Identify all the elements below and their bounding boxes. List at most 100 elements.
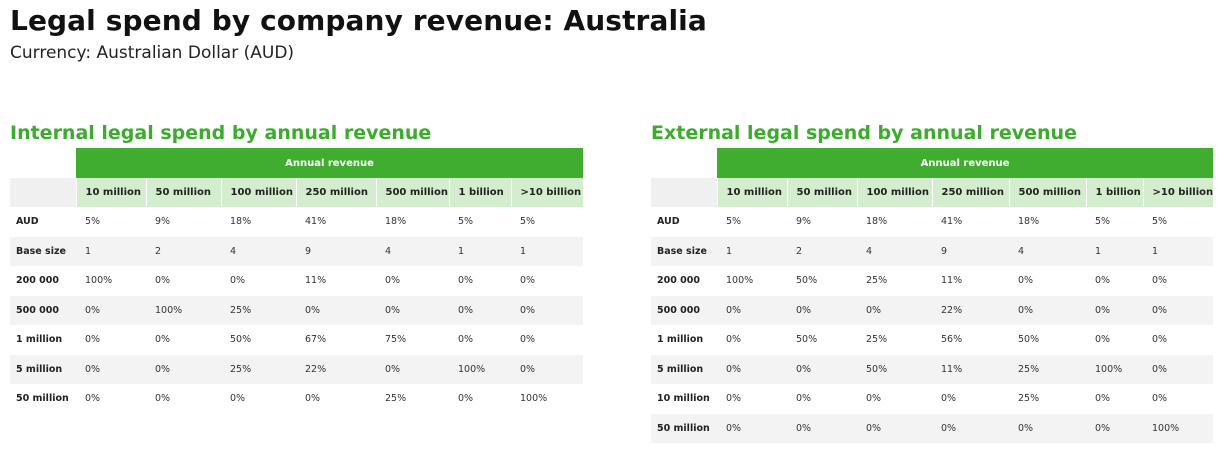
row-label: Base size [651, 236, 717, 266]
table-cell: 0% [1152, 334, 1168, 346]
internal-spend-table: Annual revenue 10 million 50 million 100… [10, 148, 583, 414]
external-spend-table: Annual revenue 10 million 50 million 100… [651, 148, 1214, 443]
table-cell: 0% [511, 295, 583, 325]
table-cell: 0% [385, 275, 401, 287]
table-cell: 100% [449, 354, 511, 384]
table-row: 5 million 0% 0% 50% 11% 25% 100% 0% [651, 354, 1214, 384]
table-cell: 25% [221, 354, 296, 384]
table-cell: 0% [1009, 295, 1086, 325]
table-corner-blank [651, 178, 717, 207]
row-label: 1 million [657, 334, 704, 346]
table-cell: 0% [85, 393, 101, 405]
table-cell: 100% [1086, 354, 1143, 384]
page-title: Legal spend by company revenue: Australi… [10, 4, 707, 37]
table-cell: 11% [305, 275, 327, 287]
table-cell: 0% [787, 295, 857, 325]
table-cell: 0% [76, 354, 146, 384]
table-cell: 0% [1143, 295, 1214, 325]
table-cell: 0% [857, 295, 932, 325]
column-header: >10 billion [510, 178, 583, 207]
row-label: Base size [10, 236, 76, 266]
table-cell: 1 [1086, 236, 1143, 266]
table-cell: 0% [1018, 275, 1034, 287]
row-label: 50 million [651, 413, 717, 443]
column-header: 10 million [716, 178, 787, 207]
table-cell: 0% [787, 413, 857, 443]
table-cell: 0% [230, 393, 246, 405]
page-subtitle: Currency: Australian Dollar (AUD) [10, 43, 295, 63]
table-row: 10 million 0% 0% 0% 0% 25% 0% 0% [651, 384, 1213, 414]
table-cell: 50% [1018, 334, 1040, 346]
table-cell: 0% [1143, 354, 1214, 384]
table-cell: 18% [1018, 216, 1040, 228]
table-cell: 25% [866, 334, 888, 346]
table-cell: 100% [726, 275, 754, 287]
row-label: AUD [657, 216, 680, 228]
table-cell: 0% [1009, 413, 1086, 443]
table-cell: 50% [796, 275, 818, 287]
table-cell: 4 [376, 236, 449, 266]
table-row: 200 000 100% 50% 25% 11% 0% 0% 0% [651, 266, 1213, 296]
table-cell: 0% [449, 295, 511, 325]
table-cell: 2 [146, 236, 221, 266]
table-row: 5 million 0% 0% 25% 22% 0% 100% 0% [10, 354, 583, 384]
table-cell: 0% [305, 393, 321, 405]
table-cell: 5% [520, 216, 536, 228]
table-cell: 18% [230, 216, 252, 228]
column-header: 100 million [220, 178, 296, 207]
table-cell: 100% [520, 393, 548, 405]
row-label: 500 000 [651, 295, 717, 325]
table-cell: 25% [385, 393, 407, 405]
row-label: 5 million [651, 354, 717, 384]
table-cell: 9% [796, 216, 812, 228]
table-cell: 5% [458, 216, 474, 228]
table-cell: 0% [458, 393, 474, 405]
column-header: 500 million [1008, 178, 1086, 207]
table-cell: 0% [520, 275, 536, 287]
table-cell: 22% [296, 354, 376, 384]
table-cell: 0% [857, 413, 932, 443]
table-cell: 9% [155, 216, 171, 228]
internal-spend-panel: Internal legal spend by annual revenue A… [10, 118, 583, 414]
table-cell: 5% [1095, 216, 1111, 228]
row-label: 1 million [16, 334, 63, 346]
external-spend-panel: External legal spend by annual revenue A… [651, 118, 1214, 443]
table-row: 50 million 0% 0% 0% 0% 0% 0% 100% [651, 413, 1214, 443]
table-cell: 0% [941, 393, 957, 405]
table-cell: 0% [230, 275, 246, 287]
table-cell: 0% [458, 275, 474, 287]
table-cell: 0% [726, 334, 742, 346]
table-cell: 18% [385, 216, 407, 228]
table-cell: 0% [85, 334, 101, 346]
table-row: 1 million 0% 0% 50% 67% 75% 0% 0% [10, 325, 583, 355]
table-cell: 4 [857, 236, 932, 266]
table-cell: 25% [866, 275, 888, 287]
table-cell: 22% [932, 295, 1009, 325]
table-row: AUD 5% 9% 18% 41% 18% 5% 5% [10, 207, 583, 237]
table-cell: 41% [941, 216, 963, 228]
table-cell: 0% [155, 334, 171, 346]
row-label: 200 000 [16, 275, 59, 287]
table-cell: 4 [221, 236, 296, 266]
table-cell: 11% [941, 275, 963, 287]
table-cell: 0% [1095, 393, 1111, 405]
table-cell: 0% [866, 393, 882, 405]
table-cell: 1 [449, 236, 511, 266]
table-cell: 5% [726, 216, 742, 228]
table-cell: 100% [146, 295, 221, 325]
table-cell: 0% [458, 334, 474, 346]
table-row: 500 000 0% 0% 0% 22% 0% 0% 0% [651, 295, 1214, 325]
table-corner [651, 148, 717, 178]
column-header: 1 billion [448, 178, 511, 207]
table-cell: 0% [155, 393, 171, 405]
table-row: 200 000 100% 0% 0% 11% 0% 0% 0% [10, 266, 583, 296]
external-spend-title: External legal spend by annual revenue [651, 122, 1077, 144]
table-cell: 1 [717, 236, 787, 266]
column-header: 1 billion [1085, 178, 1143, 207]
table-cell: 50% [796, 334, 818, 346]
table-cell: 0% [1095, 275, 1111, 287]
table-cell: 0% [717, 354, 787, 384]
table-cell: 0% [717, 413, 787, 443]
table-cell: 0% [146, 354, 221, 384]
table-body: AUD 5% 9% 18% 41% 18% 5% 5% Base size 1 2 4 9 4 1 1 200 … [651, 207, 1214, 443]
